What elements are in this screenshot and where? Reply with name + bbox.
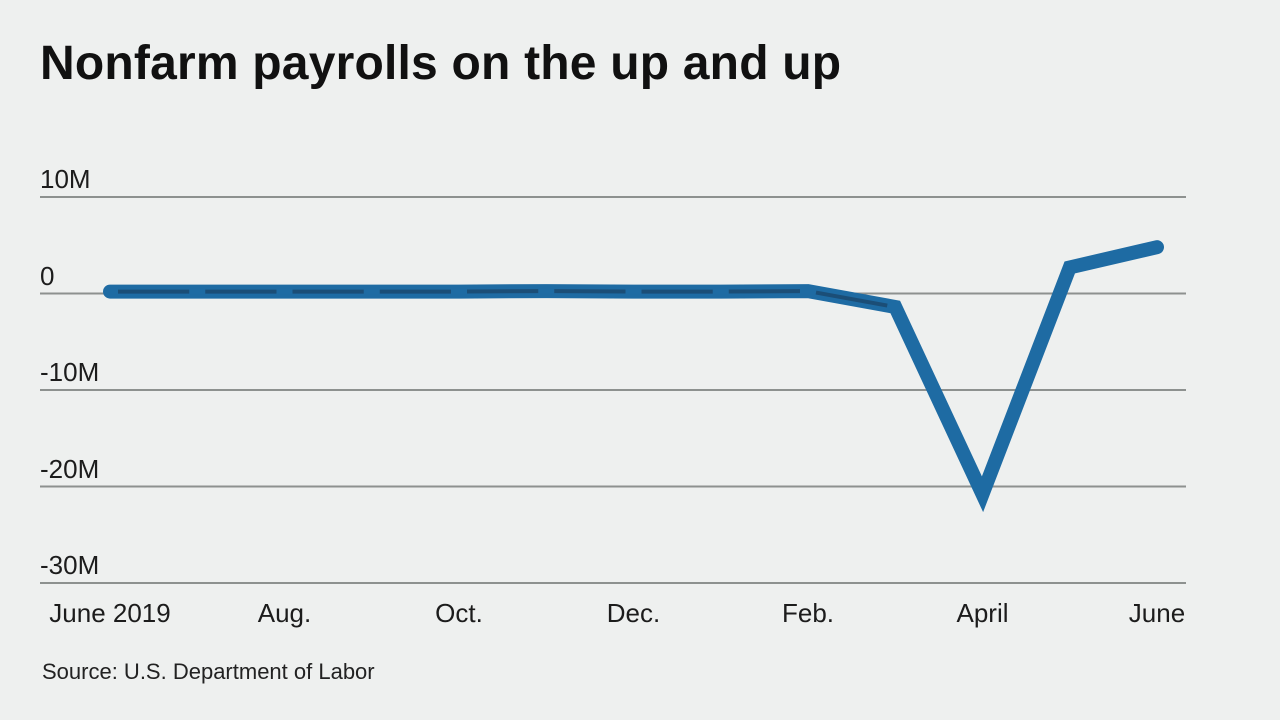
y-axis-tick-label: -10M xyxy=(40,357,100,387)
x-axis-tick-label: June xyxy=(1128,598,1186,628)
x-axis-tick-label: Dec. xyxy=(606,598,661,628)
x-axis-tick-label: June 2019 xyxy=(49,598,171,628)
y-axis-tick-label: -30M xyxy=(40,550,100,580)
y-axis-tick-label: 0 xyxy=(40,260,55,291)
x-axis-tick-label: April xyxy=(956,598,1009,628)
payrolls-line-core-dash xyxy=(815,290,888,308)
y-axis-tick-label: 10M xyxy=(40,164,91,194)
chart-title: Nonfarm payrolls on the up and up xyxy=(40,37,842,90)
y-axis-tick-label: -20M xyxy=(40,453,100,484)
payrolls-line xyxy=(103,240,1164,513)
source-note: Source: U.S. Department of Labor xyxy=(42,659,375,684)
x-axis-tick-label: Oct. xyxy=(435,598,483,628)
x-axis-tick-label: Feb. xyxy=(781,598,835,628)
x-axis-tick-label: Aug. xyxy=(257,598,312,628)
